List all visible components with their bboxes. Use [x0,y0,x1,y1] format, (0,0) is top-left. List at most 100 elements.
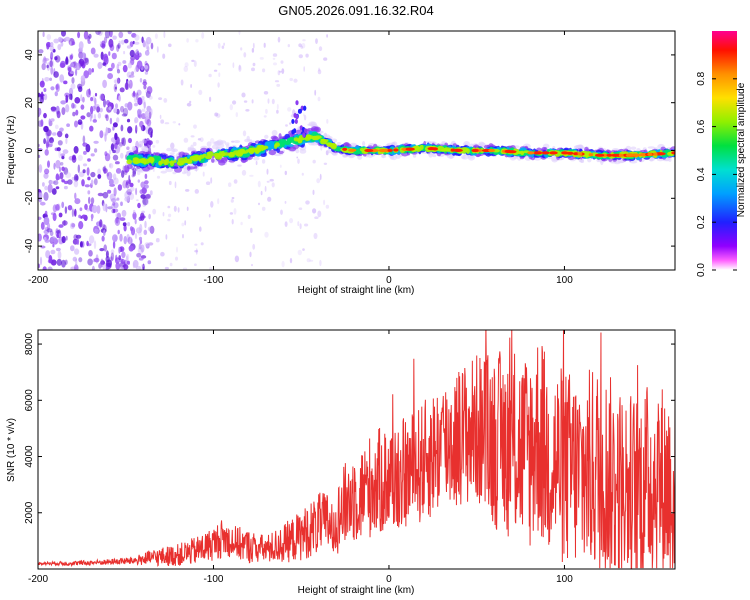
spectrogram-faint-cell [301,172,304,176]
spectrogram-noise-cell [135,124,138,134]
spectrogram-faint-cell [249,174,254,177]
spectrogram-noise-cell [79,241,83,248]
spectrogram-noise-cell [65,137,68,145]
spectrogram-faint-cell [185,189,190,192]
spectrogram-faint-cell [209,96,212,102]
spectrogram-faint-cell [149,130,152,136]
spectrogram-faint-cell [325,204,330,209]
spectrogram-noise-cell [78,86,83,93]
spectrogram-noise-cell [116,69,121,74]
spectrogram-faint-cell [163,31,166,39]
spectrogram-faint-cell [200,242,204,246]
spectrogram-noise-cell [58,224,64,228]
spectrogram-faint-cell [152,208,157,215]
spectrogram-faint-cell [238,65,242,72]
spectrogram-noise-cell [42,57,48,65]
spectrogram-ridge-cell [241,151,248,154]
spectrogram-noise-cell [134,218,137,225]
spectrogram-faint-cell [194,189,199,194]
spectrogram-noise-cell [126,234,130,243]
spectrogram-ridge-cell [211,158,215,163]
y-tick-label: 0 [24,147,35,153]
spectrogram-faint-cell [175,256,178,261]
spectrogram-noise-cell [82,135,86,144]
spectrogram-faint-cell [262,68,266,73]
spectrogram-faint-cell [165,234,168,240]
spectrogram-faint-cell [303,113,305,117]
spectrogram-noise-cell [114,132,118,141]
spectrogram-noise-cell [107,189,112,194]
spectrogram-faint-cell [182,234,184,239]
spectrogram-noise-cell [52,132,57,136]
spectrogram-noise-cell [38,164,43,173]
spectrogram-faint-cell [251,99,254,104]
spectrogram-noise-cell [56,230,61,234]
spectrogram-noise-cell [121,170,125,178]
spectrogram-noise-cell [38,92,41,98]
spectrogram-faint-cell [155,238,160,243]
spectrogram-ridge-cell [271,129,278,137]
spectrogram-faint-cell [249,251,252,258]
spectrogram-noise-cell [113,108,118,114]
spectrogram-noise-cell [87,176,91,181]
spectrogram-peak-cell [566,151,574,155]
spectrogram-noise-cell [66,123,70,127]
spectrogram-ridge-cell [295,148,300,154]
spectrogram-noise-cell [83,70,89,79]
spectrogram-faint-cell [277,36,281,43]
spectrogram-faint-cell [195,39,199,43]
spectrogram-noise-cell [87,190,91,195]
spectrogram-noise-cell [43,138,46,145]
spectrogram-faint-cell [168,43,172,48]
spectrogram-faint-cell [198,89,203,96]
spectrogram-faint-cell [297,249,302,256]
spectrogram-faint-cell [272,57,276,60]
figure-title: GN05.2026.091.16.32.R04 [278,3,433,18]
spectrogram-noise-cell [85,57,89,65]
spectrogram-noise-cell [38,49,44,54]
spectrogram-noise-cell [51,188,57,195]
x-tick-label: 100 [556,574,573,585]
spectrogram-peak-cell [573,152,579,156]
spectrogram-noise-cell [103,98,106,108]
spectrogram-faint-cell [279,164,282,168]
spectrogram-noise-cell [112,240,116,249]
spectrogram-ridge-cell [268,140,275,147]
spectrogram-noise-cell [93,53,99,58]
spectrogram-noise-cell [50,51,54,58]
spectrogram-ridge-cell [228,152,235,157]
spectrogram-faint-cell [302,248,305,251]
spectrogram-faint-cell [178,123,181,126]
spectrogram-faint-cell [319,173,322,181]
spectrogram-noise-cell [68,93,73,100]
spectrogram-faint-cell [184,62,189,68]
spectrogram-noise-cell [126,45,132,49]
spectrogram-noise-cell [125,82,129,90]
spectrogram-faint-cell [281,68,285,74]
spectrogram-noise-cell [113,187,117,197]
spectrogram-faint-cell [141,99,146,105]
spectrogram-noise-cell [59,62,66,68]
spectrogram-noise-cell [116,197,120,201]
x-tick-label: -200 [28,275,48,286]
spectrogram-ridge-cell [183,166,188,170]
spectrogram-noise-cell [119,217,126,222]
spectrogram-noise-cell [144,242,151,247]
spectrogram-noise-cell [64,206,68,214]
spectrogram-spike-cell [294,119,298,124]
spectrogram-faint-cell [326,119,329,124]
spectrogram-noise-cell [39,192,43,199]
spectrogram-noise-cell [112,122,118,128]
spectrogram-peak-cell [405,147,415,151]
spectrogram-ridge-cell [327,148,331,154]
spectrogram-noise-cell [39,256,43,266]
spectrogram-noise-cell [109,163,114,169]
spectrogram-noise-cell [99,248,105,252]
spectrogram-noise-cell [147,140,153,146]
spectrogram-faint-cell [217,82,220,88]
spectrogram-ridge-cell [428,152,433,158]
spectrogram-faint-cell [186,102,192,107]
spectrogram-noise-cell [121,113,128,117]
spectrogram-noise-cell [102,62,106,66]
spectrogram-faint-cell [186,206,189,211]
